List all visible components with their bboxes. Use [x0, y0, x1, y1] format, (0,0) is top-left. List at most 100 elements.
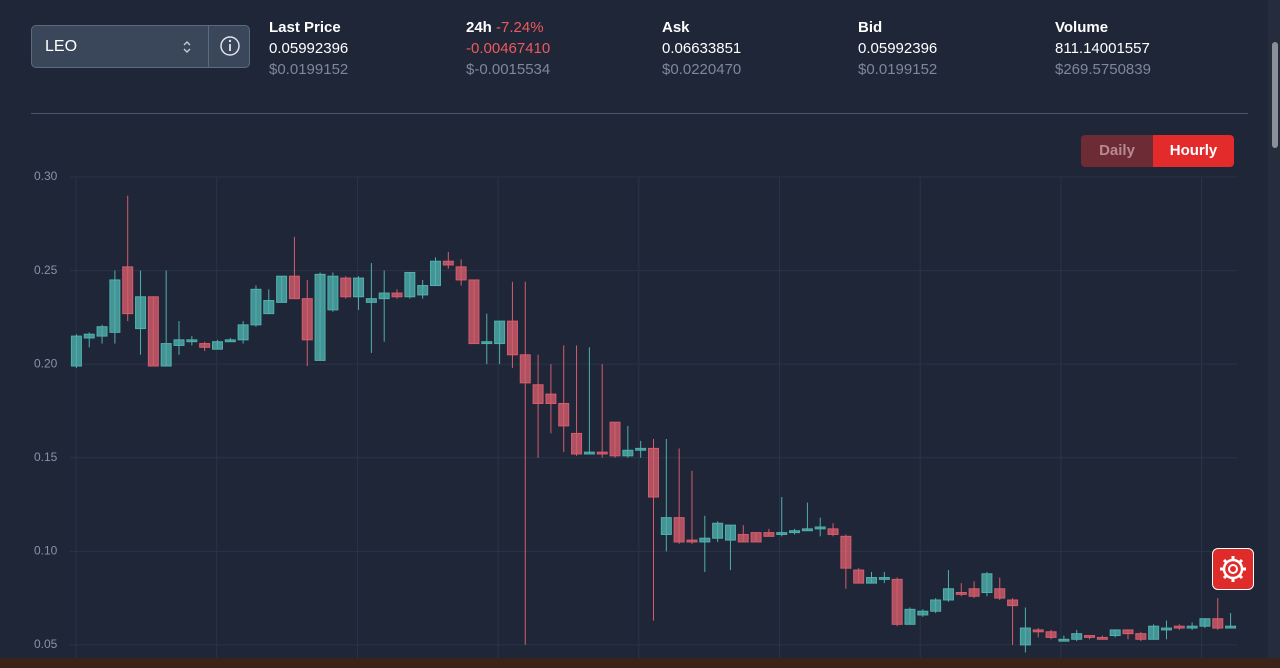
hourly-button[interactable]: Hourly: [1153, 135, 1234, 167]
candle-body: [1096, 636, 1108, 640]
candle-body: [442, 260, 454, 266]
settings-button[interactable]: [1212, 548, 1254, 590]
candle-body: [930, 599, 942, 612]
y-tick-label: 0.30: [34, 169, 58, 183]
candle-body: [622, 449, 634, 457]
gear-icon: [1220, 556, 1246, 582]
candle-body: [135, 296, 147, 330]
candle-body: [506, 320, 518, 356]
candle-body: [583, 451, 595, 455]
stat-label-text: Volume: [1055, 19, 1109, 36]
candle-body: [942, 588, 954, 601]
candle-body: [660, 517, 672, 535]
candle-body: [340, 277, 352, 298]
candle-body: [917, 610, 929, 616]
candle-body: [109, 279, 121, 333]
candle-body: [712, 522, 724, 539]
candle-body: [276, 275, 288, 303]
candle-body: [1045, 631, 1057, 638]
candle-body: [1019, 627, 1031, 646]
candle-body: [673, 517, 685, 543]
candle-body: [596, 451, 608, 455]
candle-body: [199, 343, 211, 348]
candle-body: [122, 266, 134, 315]
candle-body: [1160, 627, 1172, 631]
candle-body: [314, 273, 326, 361]
candle-body: [545, 393, 557, 404]
candle-body: [301, 298, 313, 341]
stat-label-text: Bid: [858, 19, 883, 36]
candle-body: [147, 296, 159, 367]
candle-body: [532, 384, 544, 404]
candle-body: [891, 578, 903, 625]
candle-body: [686, 539, 698, 543]
stat-usd: $0.0199152: [858, 61, 938, 78]
candle-body: [429, 260, 441, 287]
candle-body: [1071, 633, 1083, 640]
candle-body: [558, 402, 570, 427]
daily-button[interactable]: Daily: [1081, 135, 1153, 167]
candle-body: [237, 324, 249, 341]
stat-label: 24h -7.24%: [466, 17, 550, 38]
candle-body: [981, 573, 993, 593]
candle-body: [250, 288, 262, 326]
market-selector[interactable]: LEO: [31, 25, 250, 68]
candle-body: [160, 343, 172, 367]
y-tick-label: 0.20: [34, 356, 58, 370]
candle-body: [468, 279, 480, 345]
scrollbar: [1268, 0, 1280, 668]
candle-body: [1058, 638, 1070, 642]
candle-body: [904, 608, 916, 625]
candle-body: [1135, 633, 1147, 640]
candle-body: [1199, 618, 1211, 627]
candle-body: [404, 271, 416, 298]
y-tick-label: 0.10: [34, 543, 58, 557]
candle-body: [83, 333, 95, 339]
candle-body: [263, 300, 275, 315]
stat: Last Price 0.05992396 $0.0199152: [269, 17, 348, 80]
chart: 0.30 0.25 0.20 0.15 0.10 0.05: [34, 169, 1237, 658]
candle-body: [417, 285, 429, 296]
candle-body: [840, 535, 852, 569]
stat-label: Ask: [662, 17, 741, 38]
candle-body: [1186, 625, 1198, 629]
candle-body: [1032, 629, 1044, 633]
separator: [31, 113, 1248, 114]
y-tick-label: 0.15: [34, 450, 58, 464]
stat-label-text: Ask: [662, 19, 690, 36]
stat-label: Volume: [1055, 17, 1151, 38]
candle-body: [878, 577, 890, 580]
stat-change: -7.24%: [496, 19, 544, 36]
candle-body: [1084, 635, 1096, 638]
candle-body: [763, 532, 775, 537]
candle-body: [1173, 625, 1185, 629]
divider: [208, 26, 209, 67]
candle-body: [481, 341, 493, 345]
scrollbar-thumb[interactable]: [1272, 42, 1278, 148]
candle-body: [801, 528, 813, 532]
y-tick-label: 0.05: [34, 637, 58, 651]
stat-label: Bid: [858, 17, 937, 38]
candle-body: [814, 526, 826, 530]
candle-body: [968, 588, 980, 597]
stat-label: Last Price: [269, 17, 348, 38]
bottom-edge: [0, 658, 1280, 668]
candle-body: [571, 432, 583, 455]
candle-body: [635, 447, 647, 451]
interval-toggle: Daily Hourly: [1081, 135, 1234, 167]
candle-body: [827, 528, 839, 535]
candle-body: [353, 277, 365, 298]
candle-body: [750, 532, 762, 543]
candle-body: [288, 275, 300, 300]
candle-body: [866, 577, 878, 584]
candle-body: [1148, 625, 1160, 640]
candle-body: [853, 569, 865, 584]
info-icon[interactable]: [219, 35, 241, 57]
candle-body: [186, 339, 198, 343]
chevron-icon: [183, 41, 191, 53]
candle-body: [1109, 629, 1121, 637]
candle-body: [994, 588, 1006, 599]
candle-body: [776, 532, 788, 535]
candle-body: [737, 533, 749, 543]
candle-body: [494, 320, 506, 345]
